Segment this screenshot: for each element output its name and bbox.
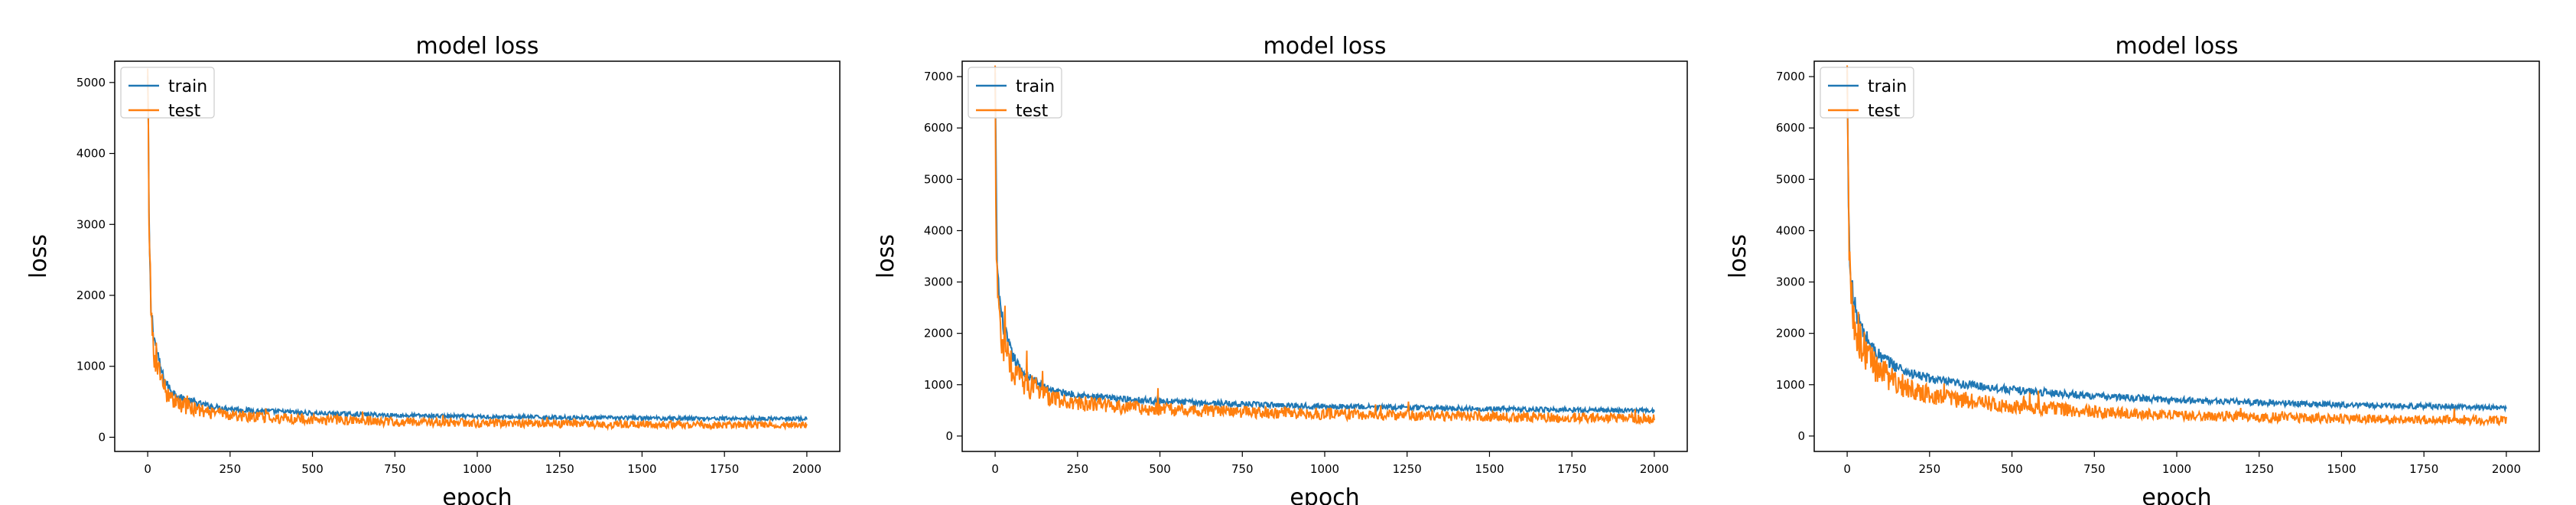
x-tick-label: 250 bbox=[1918, 462, 1940, 476]
series-line-test bbox=[147, 68, 808, 432]
y-tick-label: 6000 bbox=[1776, 121, 1805, 135]
x-tick-label: 1250 bbox=[545, 462, 574, 476]
x-tick-label: 250 bbox=[219, 462, 241, 476]
y-tick-label: 4000 bbox=[76, 147, 106, 161]
y-tick-label: 2000 bbox=[1776, 327, 1805, 340]
chart-panel-1: 0 250 500 750 1000 1250 1500 1750 2000 0 1000 2000 3… bbox=[25, 33, 841, 505]
x-tick-label: 1750 bbox=[710, 462, 739, 476]
x-tick-label: 2000 bbox=[1640, 462, 1669, 476]
series-line-train bbox=[1846, 70, 2507, 413]
y-tick-label: 1000 bbox=[924, 378, 953, 392]
legend-label-test: test bbox=[168, 102, 201, 121]
y-tick-label: 7000 bbox=[1776, 70, 1805, 83]
x-axis-label: epoch bbox=[1290, 484, 1359, 505]
y-tick-label: 4000 bbox=[924, 223, 953, 237]
legend-box bbox=[968, 67, 1062, 119]
y-tick-label: 0 bbox=[98, 430, 106, 444]
x-tick-label: 750 bbox=[1231, 462, 1254, 476]
y-tick-label: 3000 bbox=[924, 275, 953, 289]
x-tick-label: 750 bbox=[384, 462, 406, 476]
y-tick-label: 6000 bbox=[924, 121, 953, 135]
series-line-test bbox=[1846, 65, 2507, 427]
y-tick-label: 3000 bbox=[76, 217, 106, 231]
x-tick-label: 1000 bbox=[2162, 462, 2191, 476]
legend-box bbox=[120, 67, 215, 119]
x-tick-label: 1500 bbox=[2327, 462, 2356, 476]
series-line-test bbox=[994, 65, 1655, 425]
x-tick-label: 1250 bbox=[1393, 462, 1422, 476]
x-tick-label: 500 bbox=[301, 462, 324, 476]
legend-label-train: train bbox=[168, 77, 207, 96]
x-axis-label: epoch bbox=[442, 484, 512, 505]
x-tick-label: 1000 bbox=[1310, 462, 1339, 476]
x-tick-label: 1750 bbox=[2409, 462, 2438, 476]
y-axis-label: loss bbox=[1725, 234, 1751, 279]
chart-title: model loss bbox=[416, 33, 539, 60]
x-tick-label: 0 bbox=[1843, 462, 1851, 476]
chart-title: model loss bbox=[1264, 33, 1387, 60]
x-tick-label: 250 bbox=[1066, 462, 1088, 476]
x-tick-label: 0 bbox=[991, 462, 999, 476]
x-tick-label: 500 bbox=[2001, 462, 2023, 476]
legend-label-train: train bbox=[1868, 77, 1907, 96]
y-tick-label: 1000 bbox=[76, 360, 106, 373]
legend: train test bbox=[120, 67, 215, 121]
y-tick-label: 0 bbox=[945, 429, 953, 443]
y-tick-label: 5000 bbox=[76, 76, 106, 90]
x-tick-label: 1000 bbox=[463, 462, 492, 476]
legend-label-test: test bbox=[1868, 102, 1901, 121]
y-axis-label: loss bbox=[25, 234, 52, 279]
y-tick-label: 5000 bbox=[924, 172, 953, 186]
y-tick-label: 7000 bbox=[924, 70, 953, 83]
series-line-train bbox=[994, 72, 1655, 416]
y-tick-label: 2000 bbox=[924, 327, 953, 340]
legend-label-test: test bbox=[1016, 102, 1049, 121]
x-axis-label: epoch bbox=[2142, 484, 2211, 505]
series-line-train bbox=[147, 75, 808, 423]
chart-title: model loss bbox=[2116, 33, 2239, 60]
legend-box bbox=[1820, 67, 1914, 119]
legend: train test bbox=[1820, 67, 1914, 121]
y-tick-label: 1000 bbox=[1776, 378, 1805, 392]
x-tick-label: 2000 bbox=[792, 462, 821, 476]
y-tick-label: 3000 bbox=[1776, 275, 1805, 289]
legend: train test bbox=[968, 67, 1062, 121]
y-tick-label: 2000 bbox=[76, 288, 106, 302]
x-tick-label: 500 bbox=[1149, 462, 1171, 476]
legend-label-train: train bbox=[1016, 77, 1055, 96]
x-tick-label: 1750 bbox=[1557, 462, 1586, 476]
chart-panel-2: 0 250 500 750 1000 1250 1500 1750 2000 0 1000 2000 3… bbox=[873, 33, 1688, 505]
y-tick-label: 4000 bbox=[1776, 223, 1805, 237]
chart-panel-3: 0 250 500 750 1000 1250 1500 1750 2000 0 1000 2000 3… bbox=[1725, 33, 2540, 505]
y-tick-label: 0 bbox=[1797, 429, 1805, 443]
y-tick-label: 5000 bbox=[1776, 172, 1805, 186]
x-tick-label: 1500 bbox=[627, 462, 656, 476]
x-tick-label: 1500 bbox=[1475, 462, 1504, 476]
x-tick-label: 2000 bbox=[2492, 462, 2521, 476]
x-tick-label: 750 bbox=[2083, 462, 2106, 476]
x-tick-label: 1250 bbox=[2245, 462, 2274, 476]
y-axis-label: loss bbox=[873, 234, 899, 279]
x-tick-label: 0 bbox=[144, 462, 151, 476]
